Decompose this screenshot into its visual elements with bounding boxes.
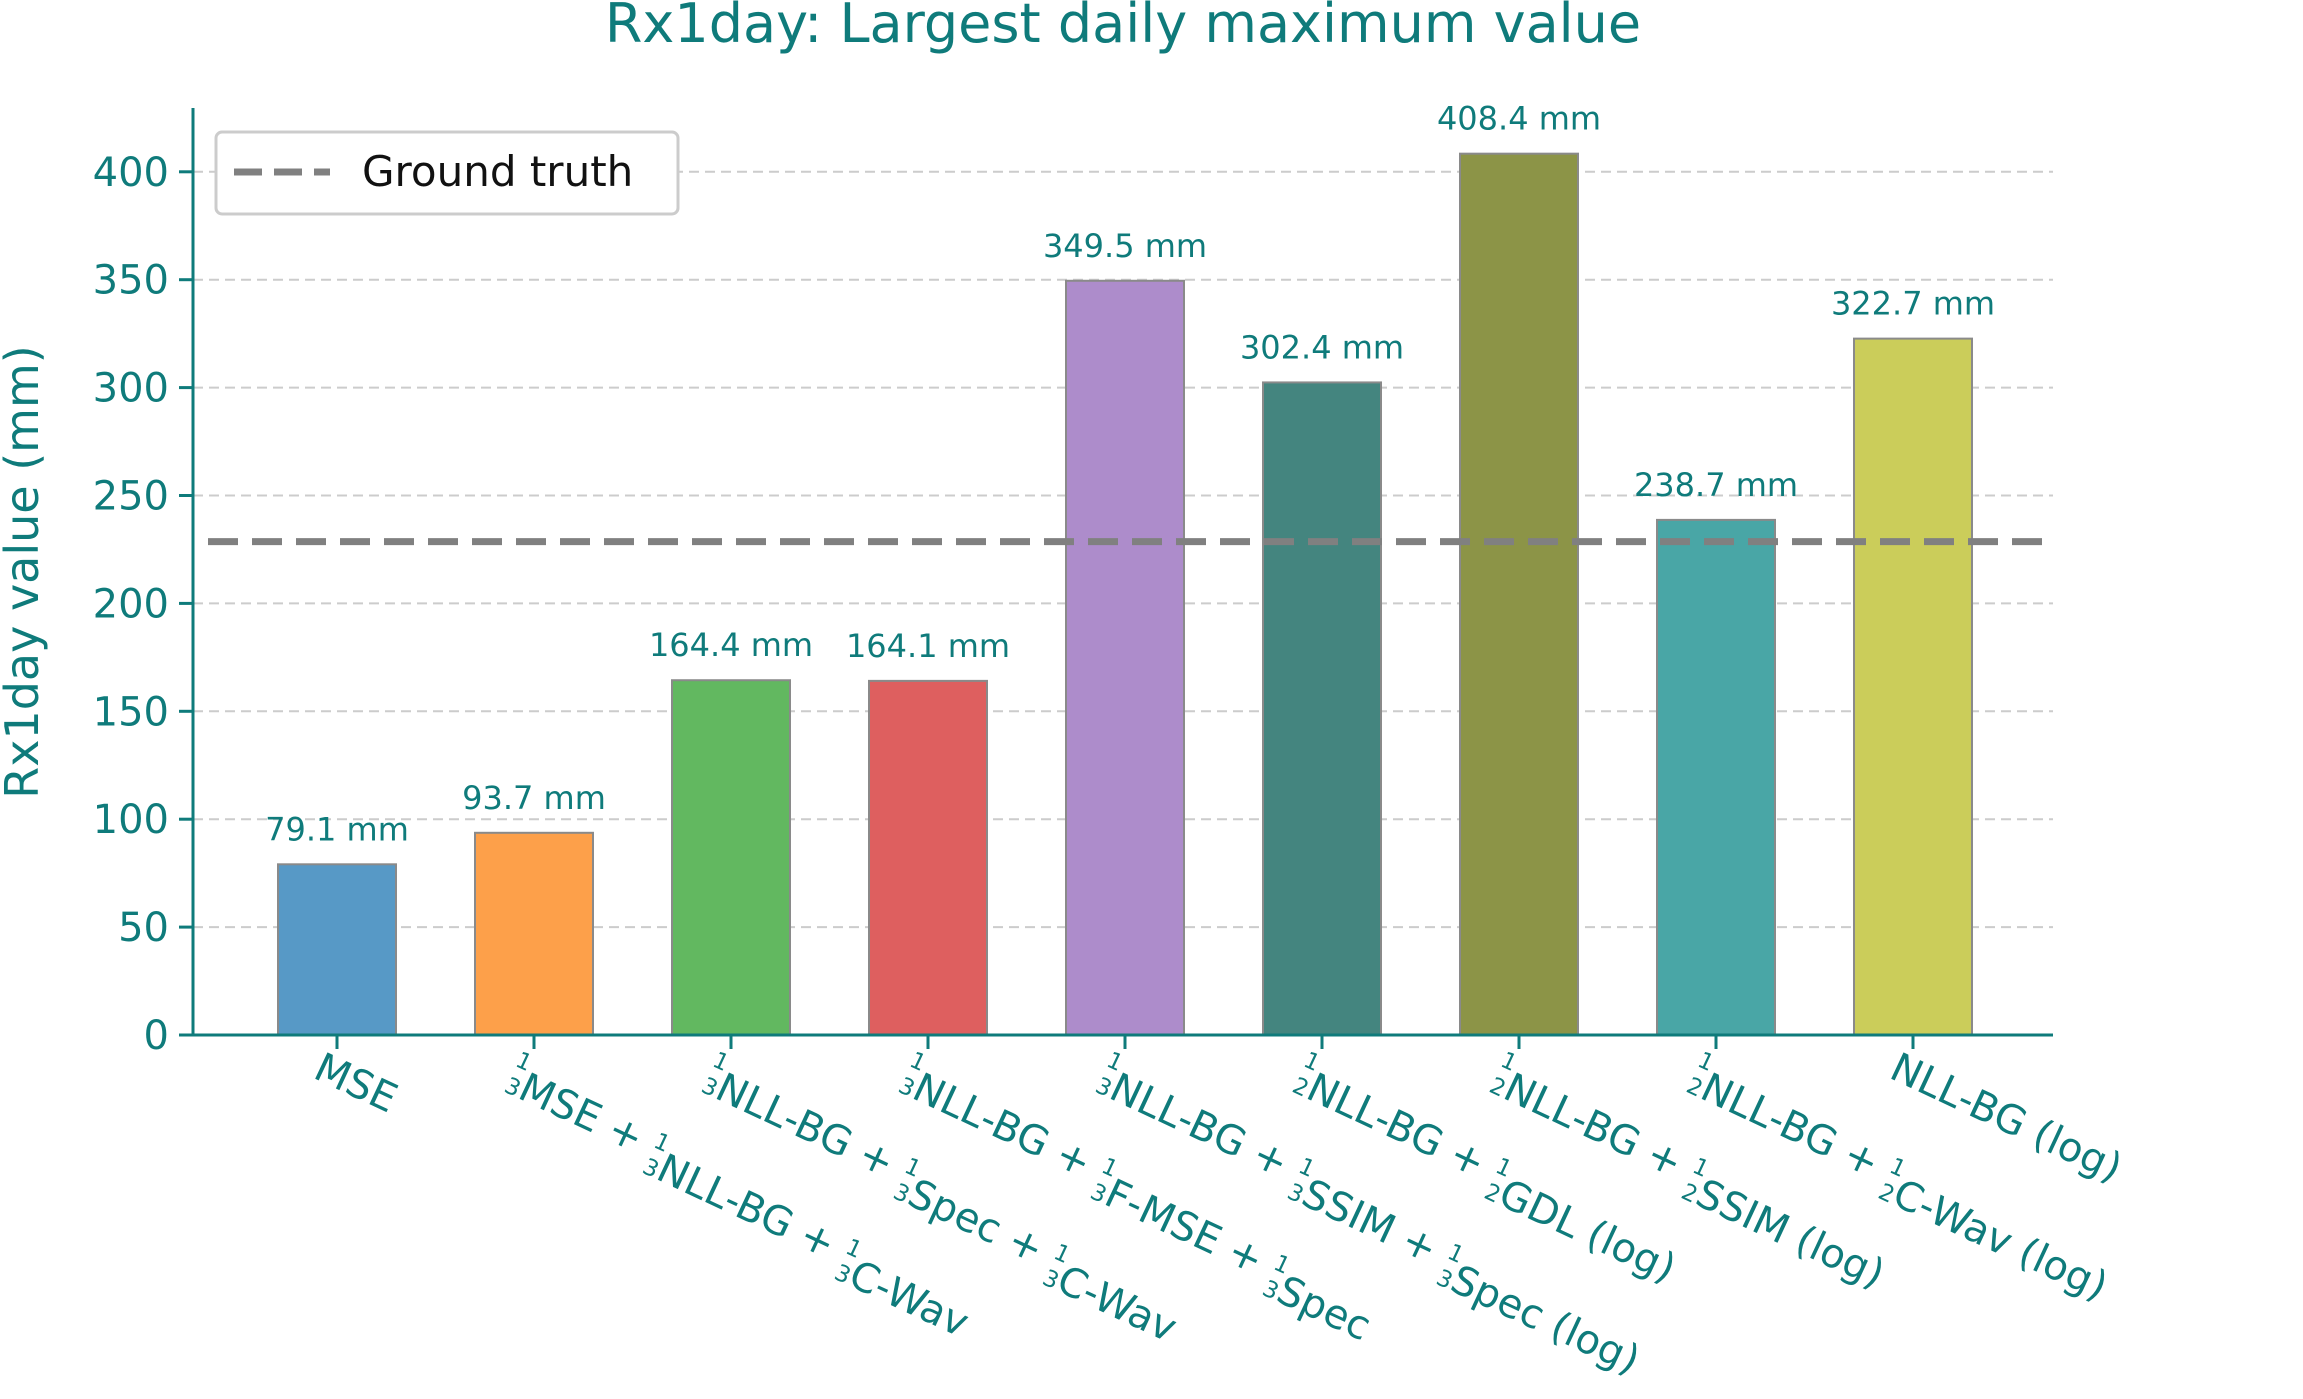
bar-value-label: 349.5 mm xyxy=(1043,227,1207,265)
axes xyxy=(179,108,2053,1049)
label-text: C-Wav (log) xyxy=(1886,1171,2115,1310)
label-text: SSIM (log) xyxy=(1689,1171,1892,1298)
bar xyxy=(277,863,397,1036)
bar xyxy=(1459,152,1579,1037)
y-axis-label: Rx1day value (mm) xyxy=(0,345,49,798)
svg-text:NLL-BG (log): NLL-BG (log) xyxy=(1883,1045,2129,1192)
y-tick-label: 400 xyxy=(93,150,169,196)
svg-text:12NLL-BG + 12GDL (log): 12NLL-BG + 12GDL (log) xyxy=(1280,1047,1694,1292)
y-tick-label: 150 xyxy=(93,689,169,735)
value-labels: 79.1 mm 93.7 mm 164.4 mm 164.1 mm 349.5 mm 30… xyxy=(265,100,1995,849)
bar xyxy=(868,679,988,1036)
label-text: NLL-BG + xyxy=(906,1065,1110,1193)
label-text: Spec (log) xyxy=(1444,1257,1647,1384)
bar-value-label: 93.7 mm xyxy=(462,779,606,817)
label-text: MSE + xyxy=(512,1065,662,1168)
label-text: GDL (log) xyxy=(1492,1171,1683,1293)
y-tick-label: 350 xyxy=(93,258,169,304)
label-text: MSE xyxy=(307,1045,404,1123)
label-text: C-Wav xyxy=(1050,1257,1184,1352)
y-tick-label: 300 xyxy=(93,366,169,412)
x-tick-label: NLL-BG (log) xyxy=(1883,1045,2129,1192)
bar xyxy=(474,831,594,1037)
label-text: NLL-BG + xyxy=(1103,1065,1307,1193)
label-text: Spec xyxy=(1270,1267,1378,1350)
chart-title: Rx1day: Largest daily maximum value xyxy=(605,0,1641,55)
bar xyxy=(1656,518,1776,1036)
label-text: NLL-BG + xyxy=(650,1146,854,1274)
bar xyxy=(1262,381,1382,1037)
label-text: C-Wav xyxy=(842,1252,976,1347)
legend-box xyxy=(214,130,680,216)
label-text: NLL-BG + xyxy=(1694,1065,1898,1193)
y-tick-label: 100 xyxy=(93,797,169,843)
x-tick-label: 12NLL-BG + 12GDL (log) xyxy=(1280,1047,1694,1292)
bar xyxy=(671,679,791,1036)
svg-text:MSE: MSE xyxy=(307,1045,404,1123)
bar-value-label: 322.7 mm xyxy=(1831,285,1995,323)
label-text: SSIM + xyxy=(1295,1171,1456,1279)
label-text: NLL-BG + xyxy=(709,1065,913,1193)
bar xyxy=(1065,279,1185,1036)
y-tick-label: 0 xyxy=(144,1013,169,1059)
bar-value-label: 238.7 mm xyxy=(1634,466,1798,504)
bar-value-label: 408.4 mm xyxy=(1437,100,1601,138)
label-text: NLL-BG + xyxy=(1300,1065,1504,1193)
bar-value-label: 79.1 mm xyxy=(265,810,409,848)
label-text: NLL-BG (log) xyxy=(1883,1045,2129,1192)
bar-value-label: 302.4 mm xyxy=(1240,328,1404,366)
bar-value-label: 164.4 mm xyxy=(649,626,813,664)
bars xyxy=(277,152,1973,1037)
label-text: F-MSE + xyxy=(1098,1171,1282,1289)
label-text: Spec + xyxy=(901,1171,1062,1279)
y-tick-label: 200 xyxy=(93,581,169,627)
y-tick-label: 50 xyxy=(118,905,169,951)
y-tick-label: 250 xyxy=(93,474,169,520)
legend: Ground truth xyxy=(214,130,680,216)
y-tick-labels: 0 50 100 150 200 250 300 350 400 xyxy=(93,150,169,1059)
bar xyxy=(1853,337,1973,1036)
label-text: NLL-BG + xyxy=(1497,1065,1701,1193)
legend-ground-truth-label: Ground truth xyxy=(362,147,633,196)
bar-value-label: 164.1 mm xyxy=(846,627,1010,665)
x-tick-label: MSE xyxy=(307,1045,404,1123)
